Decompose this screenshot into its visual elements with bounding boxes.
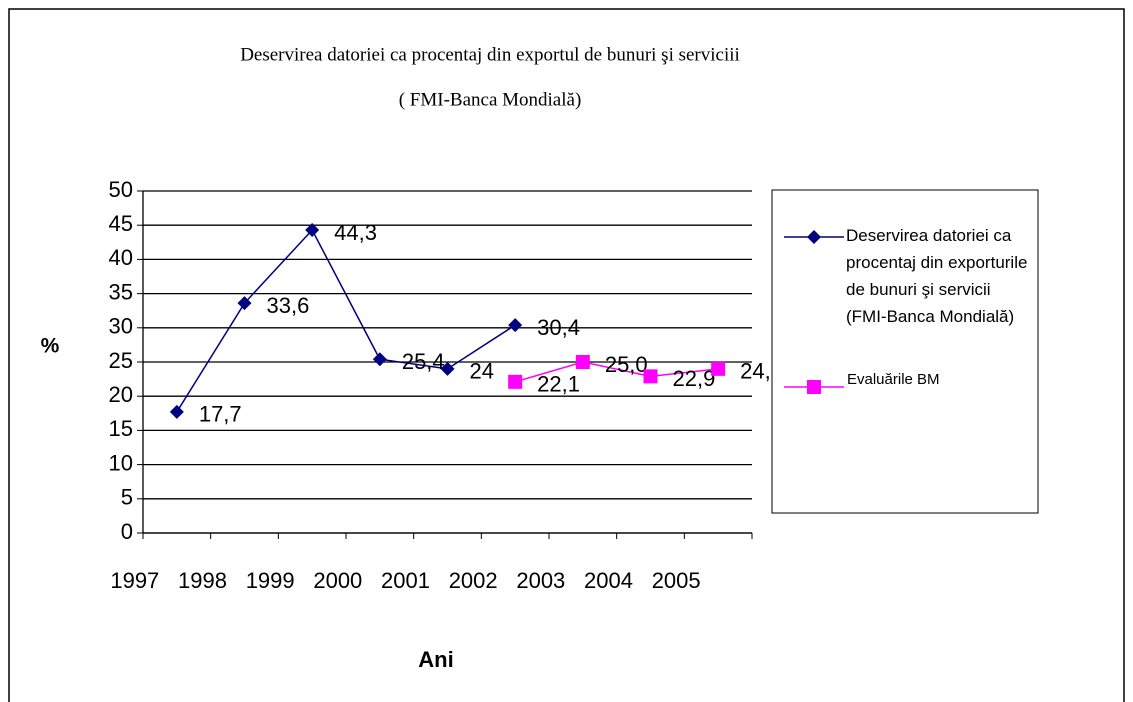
data-label: 22,9 [673, 366, 716, 391]
data-label: 33,6 [267, 293, 310, 318]
legend-label: Evaluările BM [847, 371, 940, 388]
point-marker [575, 355, 590, 369]
chart-title: Deservirea datoriei ca procentaj din exp… [240, 44, 740, 65]
y-tick-label: 15 [109, 416, 133, 441]
x-tick-label: 1999 [246, 568, 295, 593]
data-label: 24 [470, 359, 494, 384]
data-label: 24, [740, 359, 771, 384]
x-tick-label: 2005 [652, 568, 701, 593]
data-label: 17,7 [199, 402, 242, 427]
data-label: 25,0 [605, 352, 648, 377]
legend-label: Deservirea datoriei ca procentaj din exp… [846, 226, 1028, 326]
x-tick-label: 2003 [516, 568, 565, 593]
legend-marker [807, 380, 821, 394]
point-marker [237, 296, 252, 311]
y-tick-label: 50 [109, 177, 133, 202]
x-tick-label: 1997 [110, 568, 159, 593]
y-tick-label: 45 [109, 211, 133, 236]
y-tick-label: 10 [109, 450, 133, 475]
x-tick-label: 2002 [449, 568, 498, 593]
y-tick-label: 30 [109, 314, 133, 339]
point-marker [440, 361, 455, 376]
data-label: 22,1 [537, 372, 580, 397]
y-tick-label: 5 [121, 485, 133, 510]
point-marker [169, 404, 184, 419]
chart-subtitle: ( FMI-Banca Mondială) [399, 89, 582, 110]
chart-frame [8, 8, 1125, 702]
point-marker [305, 222, 320, 237]
x-tick-label: 2004 [584, 568, 633, 593]
y-tick-label: 40 [109, 245, 133, 270]
point-marker [711, 361, 726, 376]
x-tick-label: 1998 [178, 568, 227, 593]
x-tick-label: 2000 [313, 568, 362, 593]
legend-marker [807, 230, 821, 244]
series-line [514, 361, 719, 383]
y-tick-label: 25 [109, 348, 133, 373]
series-line [176, 228, 516, 413]
y-tick-label: 20 [109, 382, 133, 407]
point-marker [508, 318, 523, 333]
point-marker [508, 374, 523, 389]
data-label: 25,4 [402, 349, 445, 374]
data-label: 44,3 [334, 220, 377, 245]
x-axis-label: Ani [418, 647, 453, 672]
legend-box [771, 189, 1039, 514]
point-marker [372, 352, 387, 367]
y-axis-label: % [41, 335, 60, 358]
y-tick-label: 0 [121, 519, 133, 544]
x-tick-label: 2001 [381, 568, 430, 593]
point-marker [643, 369, 658, 384]
data-label: 30,4 [537, 315, 580, 340]
y-tick-label: 35 [109, 279, 133, 304]
